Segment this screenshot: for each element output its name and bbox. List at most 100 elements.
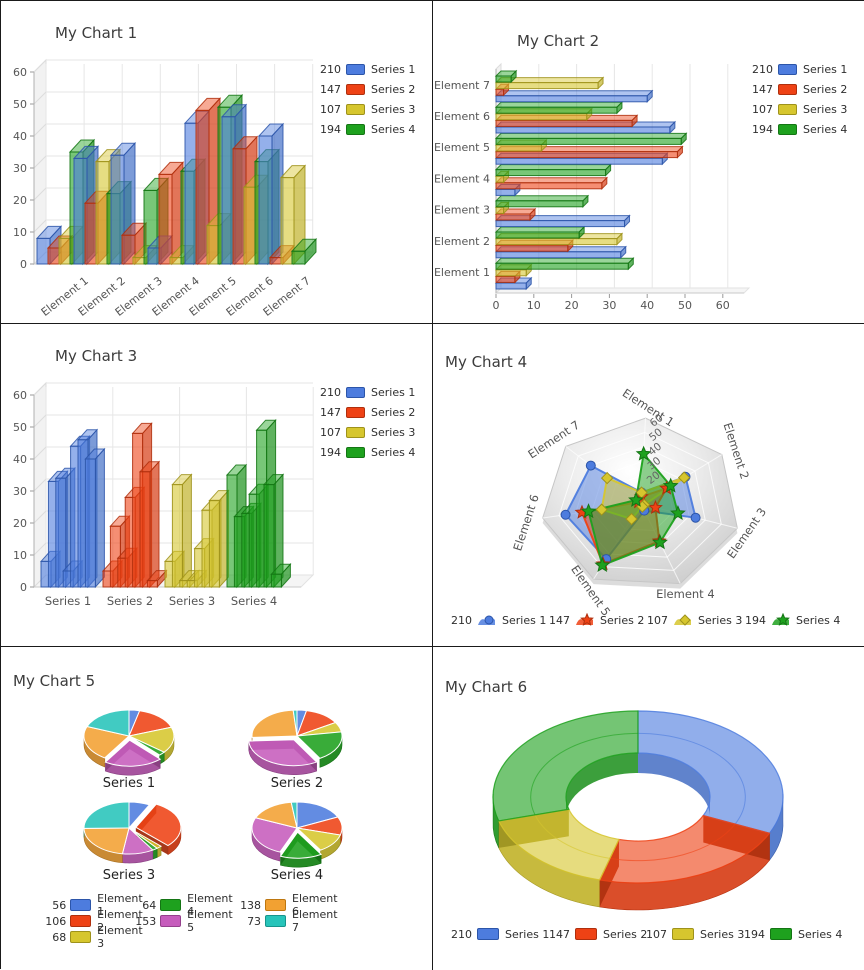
legend-item[interactable]: 210 Series 1: [451, 926, 549, 942]
legend-swatch: [770, 928, 792, 940]
legend-item[interactable]: 210 Series 1: [317, 59, 415, 79]
legend-label: Series 2: [600, 613, 645, 627]
svg-text:60: 60: [716, 299, 730, 312]
legend-item[interactable]: 107 Series 3: [317, 422, 415, 442]
svg-text:30: 30: [602, 299, 616, 312]
chart-6-canvas[interactable]: [433, 647, 864, 970]
legend-item[interactable]: 194 Series 4: [744, 926, 842, 942]
svg-text:10: 10: [13, 226, 27, 239]
legend-value: 147: [752, 82, 773, 96]
chart-6-legend: 210 Series 1 147 Series 2 107 Series 3 194 Seri…: [433, 926, 864, 946]
legend-value: 56: [52, 898, 67, 912]
chart-4-title: My Chart 4: [445, 353, 528, 371]
svg-text:Series 2: Series 2: [107, 594, 153, 608]
legend-label: Series 1: [371, 62, 416, 76]
legend-item[interactable]: 194 Series 4: [745, 612, 840, 628]
svg-text:0: 0: [20, 581, 27, 594]
legend-item[interactable]: 106 Element 2: [41, 908, 148, 934]
legend-label: Series 3: [803, 102, 848, 116]
legend-value: 210: [451, 613, 472, 627]
legend-value: 73: [247, 914, 262, 928]
legend-label: Series 1: [502, 613, 547, 627]
legend-label: Series 4: [796, 613, 841, 627]
legend-swatch: [778, 103, 797, 115]
svg-text:50: 50: [13, 98, 27, 111]
chart-6-title: My Chart 6: [445, 678, 528, 696]
svg-text:Element 4: Element 4: [656, 587, 715, 601]
legend-swatch: [575, 928, 597, 940]
legend-item[interactable]: 147 Series 2: [749, 79, 847, 99]
legend-swatch: [346, 63, 365, 75]
legend-item[interactable]: 147 Series 2: [317, 402, 415, 422]
legend-swatch: [160, 915, 182, 927]
legend-label: Series 2: [603, 927, 648, 941]
legend-item[interactable]: 147 Series 2: [317, 79, 415, 99]
chart-2-title: My Chart 2: [517, 32, 600, 50]
svg-text:50: 50: [13, 421, 27, 434]
svg-text:Element 3: Element 3: [434, 204, 490, 217]
legend-item[interactable]: 64 Element 4: [131, 892, 238, 918]
legend-swatch: [346, 103, 365, 115]
legend-item[interactable]: 56 Element 1: [41, 892, 148, 918]
legend-swatch: [70, 931, 92, 943]
legend-item[interactable]: 107 Series 3: [317, 99, 415, 119]
legend-item[interactable]: 138 Element 6: [234, 892, 343, 918]
legend-label: Series 2: [803, 82, 848, 96]
legend-label: Series 3: [698, 613, 743, 627]
legend-value: 147: [549, 927, 570, 941]
svg-text:40: 40: [640, 299, 654, 312]
legend-value: 138: [240, 898, 262, 912]
svg-text:Element 6: Element 6: [434, 110, 490, 123]
chart-4-legend: 210 Series 1 147 Series 2 107 Series 3 194 Seri…: [433, 612, 864, 632]
chart-5-canvas[interactable]: Series 1 Series 2 Series 3 Series 4: [1, 647, 433, 970]
legend-item[interactable]: 73 Element 7: [234, 908, 343, 934]
legend-item[interactable]: 153 Element 5: [131, 908, 238, 934]
legend-item[interactable]: 210 Series 1: [317, 382, 415, 402]
legend-swatch: [70, 899, 92, 911]
svg-text:0: 0: [20, 258, 27, 271]
legend-item[interactable]: 194 Series 4: [317, 442, 415, 462]
legend-item[interactable]: 107 Series 3: [646, 926, 744, 942]
legend-item[interactable]: 107 Series 3: [647, 612, 742, 628]
star-marker-icon: [576, 613, 594, 626]
legend-item[interactable]: 194 Series 4: [317, 119, 415, 139]
legend-value: 147: [549, 613, 570, 627]
legend-value: 107: [320, 425, 341, 439]
legend-label: Series 2: [371, 405, 416, 419]
legend-label: Series 4: [798, 927, 843, 941]
chart-4-panel: 20 30 40 50 60 Element 1 Element 2 Element 3 Ele…: [433, 324, 864, 647]
legend-label: Series 4: [803, 122, 848, 136]
legend-value: 107: [320, 102, 341, 116]
chart-3-legend: 210 Series 1 147 Series 2 107 Series 3 194 Seri…: [317, 382, 415, 462]
legend-label: Series 3: [371, 425, 416, 439]
legend-item[interactable]: 68 Element 3: [41, 924, 148, 950]
svg-text:0: 0: [493, 299, 500, 312]
legend-item[interactable]: 147 Series 2: [549, 612, 644, 628]
legend-swatch: [477, 928, 499, 940]
legend-label: Element 4: [187, 892, 233, 918]
svg-text:20: 20: [565, 299, 579, 312]
legend-item[interactable]: 210 Series 1: [451, 612, 546, 628]
legend-swatch: [265, 899, 286, 911]
legend-swatch: [346, 83, 365, 95]
legend-swatch: [346, 406, 365, 418]
legend-label: Element 7: [292, 908, 338, 934]
chart-1-legend: 210 Series 1 147 Series 2 107 Series 3 194 Seri…: [317, 59, 415, 139]
chart-3-canvas[interactable]: 0 10 20 30 40 50 60 Series 1 Series 2 Series 3 Ser…: [1, 324, 433, 647]
chart-2-canvas[interactable]: 0 10 20 30 40 50 60 Element 1 Element 2 Element 3…: [433, 1, 864, 324]
svg-text:50: 50: [678, 299, 692, 312]
legend-item[interactable]: 194 Series 4: [749, 119, 847, 139]
chart-3-title: My Chart 3: [55, 347, 138, 365]
legend-value: 194: [320, 122, 341, 136]
legend-item[interactable]: 147 Series 2: [549, 926, 647, 942]
legend-item[interactable]: 210 Series 1: [749, 59, 847, 79]
legend-item[interactable]: 107 Series 3: [749, 99, 847, 119]
chart-2-legend: 210 Series 1 147 Series 2 107 Series 3 194 Seri…: [749, 59, 847, 139]
svg-text:10: 10: [527, 299, 541, 312]
legend-label: Element 1: [97, 892, 143, 918]
svg-text:30: 30: [13, 485, 27, 498]
svg-text:40: 40: [13, 453, 27, 466]
